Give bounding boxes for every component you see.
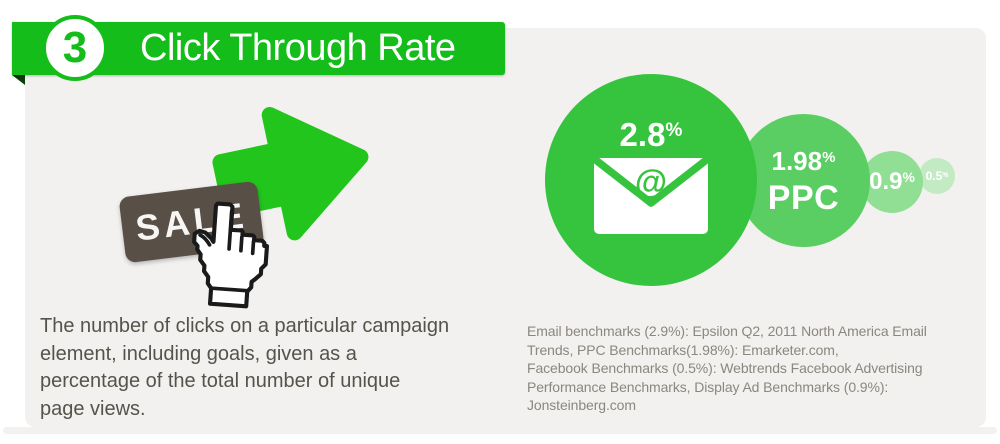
section-number-badge: 3: [42, 15, 108, 81]
benchmark-sources-footnote: Email benchmarks (2.9%): Epsilon Q2, 201…: [527, 323, 927, 413]
at-glyph: @: [635, 163, 667, 200]
page-title: Click Through Rate: [140, 27, 456, 69]
section-description: The number of clicks on a particular cam…: [40, 315, 450, 420]
bubble-email: 2.8% @: [545, 74, 757, 286]
bubble-ppc: 1.98% PPC: [737, 114, 870, 247]
next-section-edge: [3, 427, 997, 434]
bubble-ppc-value: 1.98%: [771, 146, 836, 176]
bubble-facebook-value: 0.5%: [925, 169, 949, 183]
hand-cursor-icon: [192, 201, 270, 309]
envelope-at-icon: @: [593, 157, 709, 234]
bubble-facebook: 0.5%: [919, 158, 955, 194]
bubble-email-value: 2.8%: [619, 116, 683, 153]
bubble-display-value: 0.9%: [869, 168, 915, 195]
ribbon-fold: [12, 75, 25, 85]
bubble-ppc-label: PPC: [767, 179, 840, 217]
bubble-display: 0.9%: [861, 151, 923, 213]
